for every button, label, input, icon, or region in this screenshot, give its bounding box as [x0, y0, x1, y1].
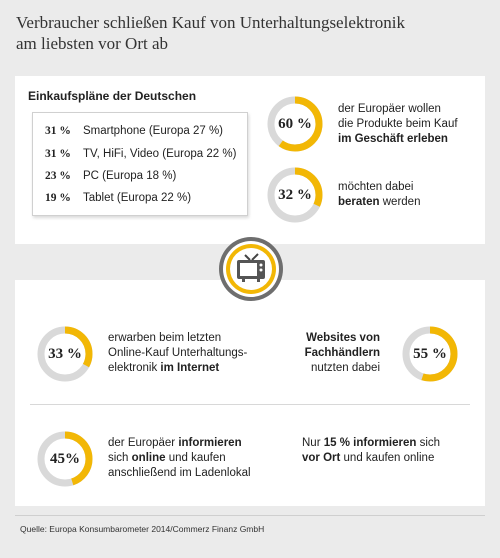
- stat-line-bold: im Internet: [160, 362, 220, 374]
- ring-value: 60 %: [278, 115, 312, 132]
- stat-line: nutzten dabei: [310, 362, 380, 374]
- stat-line-rest: und kaufen online: [340, 452, 435, 464]
- stat-line-pre: Nur: [302, 437, 324, 449]
- stat-line-bold: im Geschäft erleben: [338, 133, 448, 145]
- source-divider: [15, 515, 485, 516]
- plans-note-card: 31 % Smartphone (Europa 27 %) 31 % TV, HiF…: [32, 112, 248, 216]
- plan-row-pc: 23 % PC (Europa 18 %): [45, 170, 176, 182]
- plan-pct: 31 %: [45, 125, 71, 137]
- plan-row-tv: 31 % TV, HiFi, Video (Europa 22 %): [45, 148, 236, 160]
- stat-line-bold: beraten: [338, 196, 380, 208]
- ring-arc: [267, 167, 323, 223]
- ring-33-graphic: [37, 326, 93, 382]
- stat-line-pre: sich: [108, 452, 132, 464]
- stat-line-pre: der Europäer: [108, 437, 179, 449]
- plan-pct: 19 %: [45, 192, 71, 204]
- stat-line-bold: Websites von: [306, 332, 380, 344]
- plans-title: Einkaufspläne der Deutschen: [28, 89, 197, 103]
- ring-60-graphic: [267, 96, 323, 152]
- plan-label: TV, HiFi, Video (Europa 22 %): [83, 148, 237, 160]
- ring-arc: [402, 326, 458, 382]
- stat-33-text: erwarben beim letzten Online-Kauf Unterh…: [108, 331, 247, 376]
- page-title: Verbraucher schließen Kauf von Unterhalt…: [16, 12, 476, 54]
- ring-55: 55 %: [401, 325, 459, 383]
- stat-55-text: Websites von Fachhändlern nutzten dabei: [302, 331, 380, 376]
- stat-line-bold: informieren: [178, 437, 242, 449]
- title-line-2: am liebsten vor Ort ab: [16, 34, 169, 53]
- plan-row-tablet: 19 % Tablet (Europa 22 %): [45, 192, 191, 204]
- header: Verbraucher schließen Kauf von Unterhalt…: [0, 0, 500, 70]
- stat-line: die Produkte beim Kauf: [338, 118, 458, 130]
- ring-45: 45%: [36, 430, 94, 488]
- stat-line: Online-Kauf Unterhaltungs-: [108, 347, 248, 359]
- stat-60-text: der Europäer wollen die Produkte beim Ka…: [338, 102, 458, 147]
- tv-badge: [218, 236, 284, 302]
- stat-15-text: Nur 15 % informieren sich vor Ort und ka…: [302, 436, 440, 466]
- ring-arc: [37, 326, 93, 382]
- plan-row-smartphone: 31 % Smartphone (Europa 27 %): [45, 125, 223, 137]
- tv-icon: [219, 237, 283, 301]
- stat-line-pre: elektronik: [108, 362, 161, 374]
- title-line-1: Verbraucher schließen Kauf von Unterhalt…: [16, 13, 405, 32]
- ring-value: 55 %: [413, 345, 447, 362]
- ring-value: 33 %: [48, 345, 82, 362]
- stat-line: anschließend im Ladenlokal: [108, 467, 251, 479]
- plan-pct: 23 %: [45, 170, 71, 182]
- ring-arc: [267, 96, 323, 152]
- ring-value: 32 %: [278, 186, 312, 203]
- ring-arc: [37, 431, 93, 487]
- stat-line-rest: werden: [379, 196, 421, 208]
- ring-32: 32 %: [266, 166, 324, 224]
- ring-45-graphic: [37, 431, 93, 487]
- divider: [30, 404, 470, 405]
- stat-line: der Europäer wollen: [338, 103, 441, 115]
- stat-line-bold: online: [131, 452, 166, 464]
- plan-label: Tablet (Europa 22 %): [83, 192, 192, 204]
- plan-label: PC (Europa 18 %): [83, 170, 177, 182]
- stat-line-bold: Fachhändlern: [304, 347, 380, 359]
- plan-pct: 31 %: [45, 148, 71, 160]
- stat-line: erwarben beim letzten: [108, 332, 222, 344]
- ring-33: 33 %: [36, 325, 94, 383]
- ring-32-graphic: [267, 167, 323, 223]
- stat-line-bold: 15 % informieren: [323, 437, 417, 449]
- plan-label: Smartphone (Europa 27 %): [83, 125, 223, 137]
- ring-55-graphic: [402, 326, 458, 382]
- source-note: Quelle: Europa Konsumbarometer 2014/Comm…: [20, 524, 265, 534]
- bottom-panel: [15, 280, 485, 506]
- stat-line-bold: vor Ort: [302, 452, 341, 464]
- ring-value: 45%: [50, 450, 80, 467]
- ring-60: 60 %: [266, 95, 324, 153]
- stat-line-rest: sich: [416, 437, 441, 449]
- stat-32-text: möchten dabei beraten werden: [338, 180, 420, 210]
- stat-45-text: der Europäer informieren sich online und…: [108, 436, 251, 481]
- stat-line-rest: und kaufen: [165, 452, 226, 464]
- stat-line: möchten dabei: [338, 181, 414, 193]
